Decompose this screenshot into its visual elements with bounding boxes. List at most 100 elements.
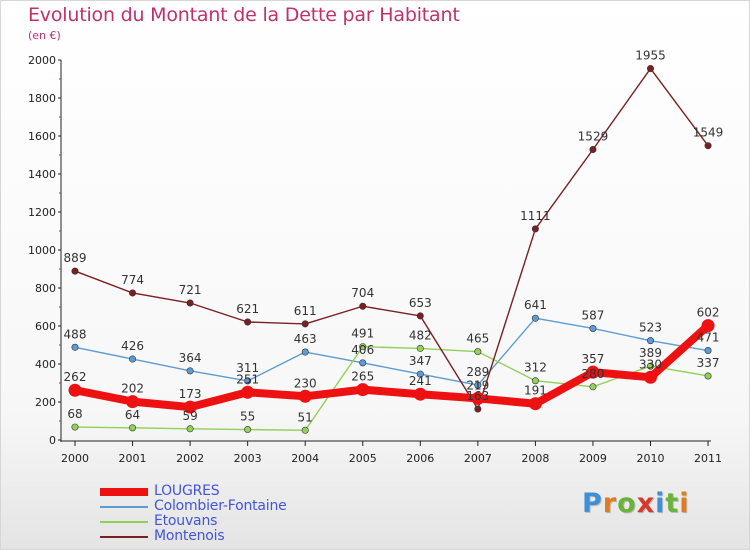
data-label-colombier-fontaine: 406 (351, 343, 374, 357)
x-tick-label: 2005 (349, 452, 377, 465)
y-tick-label: 2000 (28, 54, 56, 67)
y-tick-label: 1800 (28, 92, 56, 105)
data-label-lougres: 602 (697, 306, 720, 320)
x-tick-label: 2000 (61, 452, 89, 465)
data-point-etouvans (589, 383, 597, 391)
data-point-lougres (241, 385, 255, 399)
logo-letter: t (665, 488, 680, 519)
data-point-colombier-fontaine (416, 370, 424, 378)
data-point-montenois (646, 65, 654, 73)
data-point-etouvans (244, 426, 252, 434)
series-line-montenois (74, 67, 709, 410)
data-point-lougres (298, 389, 312, 403)
logo-letter: x (636, 488, 656, 519)
data-label-montenois: 889 (64, 251, 87, 265)
data-point-colombier-fontaine (301, 348, 309, 356)
data-point-lougres (183, 400, 197, 414)
data-point-etouvans (474, 348, 482, 356)
data-label-lougres: 251 (236, 372, 259, 386)
data-label-etouvans: 491 (351, 327, 374, 341)
data-label-lougres: 230 (294, 376, 317, 390)
data-label-colombier-fontaine: 347 (409, 354, 432, 368)
y-tick-label: 800 (35, 282, 56, 295)
data-label-etouvans: 55 (240, 410, 255, 424)
y-tick-label: 0 (49, 434, 56, 447)
chart-title: Evolution du Montant de la Dette par Hab… (28, 4, 460, 26)
data-label-etouvans: 59 (182, 409, 197, 423)
data-label-colombier-fontaine: 311 (236, 361, 259, 375)
data-label-montenois: 774 (121, 273, 144, 287)
data-label-montenois: 704 (351, 286, 374, 300)
x-tick-label: 2006 (406, 452, 434, 465)
y-tick-label: 200 (35, 396, 56, 409)
data-label-montenois: 1955 (635, 49, 666, 63)
data-label-montenois: 163 (466, 389, 489, 403)
legend-label: Montenois (154, 528, 225, 544)
data-label-montenois: 611 (294, 304, 317, 318)
data-label-colombier-fontaine: 641 (524, 298, 547, 312)
data-label-etouvans: 389 (639, 346, 662, 360)
data-label-colombier-fontaine: 488 (64, 327, 87, 341)
series-line-lougres (71, 321, 713, 412)
legend-label: Etouvans (154, 513, 218, 529)
data-point-montenois (186, 299, 194, 307)
data-point-etouvans (531, 377, 539, 385)
data-point-montenois (301, 320, 309, 328)
legend-swatch (100, 521, 148, 523)
data-point-colombier-fontaine (244, 377, 252, 385)
data-point-lougres (644, 370, 657, 384)
data-point-montenois (704, 142, 712, 150)
data-label-colombier-fontaine: 289 (466, 365, 489, 379)
x-tick-label: 2010 (637, 452, 665, 465)
data-label-etouvans: 482 (409, 328, 432, 342)
data-point-montenois (71, 267, 79, 275)
data-label-lougres: 219 (466, 378, 489, 392)
data-label-colombier-fontaine: 364 (179, 351, 202, 365)
data-point-colombier-fontaine (704, 347, 712, 355)
data-label-montenois: 721 (179, 283, 202, 297)
data-point-montenois (129, 289, 137, 297)
data-label-lougres: 202 (121, 382, 144, 396)
x-tick-label: 2007 (464, 452, 492, 465)
y-tick-label: 400 (35, 358, 56, 371)
data-point-etouvans (646, 362, 654, 370)
data-point-etouvans (704, 372, 712, 380)
data-point-montenois (531, 225, 539, 233)
data-point-colombier-fontaine (129, 355, 137, 363)
data-label-etouvans: 51 (298, 410, 313, 424)
x-tick-label: 2001 (119, 452, 147, 465)
data-label-lougres: 262 (64, 370, 87, 384)
data-point-montenois (474, 405, 482, 413)
data-label-lougres: 357 (581, 352, 604, 366)
x-tick-label: 2003 (234, 452, 262, 465)
logo-letter: i (655, 488, 666, 519)
data-point-etouvans (301, 426, 309, 434)
x-tick-label: 2004 (291, 452, 319, 465)
data-point-lougres (68, 383, 82, 397)
data-label-etouvans: 68 (67, 407, 82, 421)
y-tick-label: 1200 (28, 206, 56, 219)
data-point-lougres (528, 397, 542, 411)
data-point-lougres (126, 395, 140, 409)
data-point-etouvans (416, 344, 424, 352)
data-point-lougres (471, 391, 485, 405)
logo-letter: P (582, 488, 603, 519)
data-point-colombier-fontaine (71, 343, 79, 351)
y-tick-label: 1000 (28, 244, 56, 257)
data-point-lougres (586, 365, 600, 379)
data-point-colombier-fontaine (531, 314, 539, 322)
data-point-montenois (589, 145, 597, 153)
data-point-colombier-fontaine (359, 359, 367, 367)
data-point-colombier-fontaine (186, 367, 194, 375)
data-point-etouvans (359, 343, 367, 351)
series-line-colombier-fontaine (74, 317, 709, 386)
data-point-colombier-fontaine (474, 381, 482, 389)
chart-subtitle: (en €) (28, 29, 61, 42)
data-label-colombier-fontaine: 471 (697, 331, 720, 345)
data-point-etouvans (71, 423, 79, 431)
legend-label: LOUGRES (154, 483, 220, 499)
legend-label: Colombier-Fontaine (154, 498, 287, 514)
data-point-lougres (356, 383, 370, 397)
